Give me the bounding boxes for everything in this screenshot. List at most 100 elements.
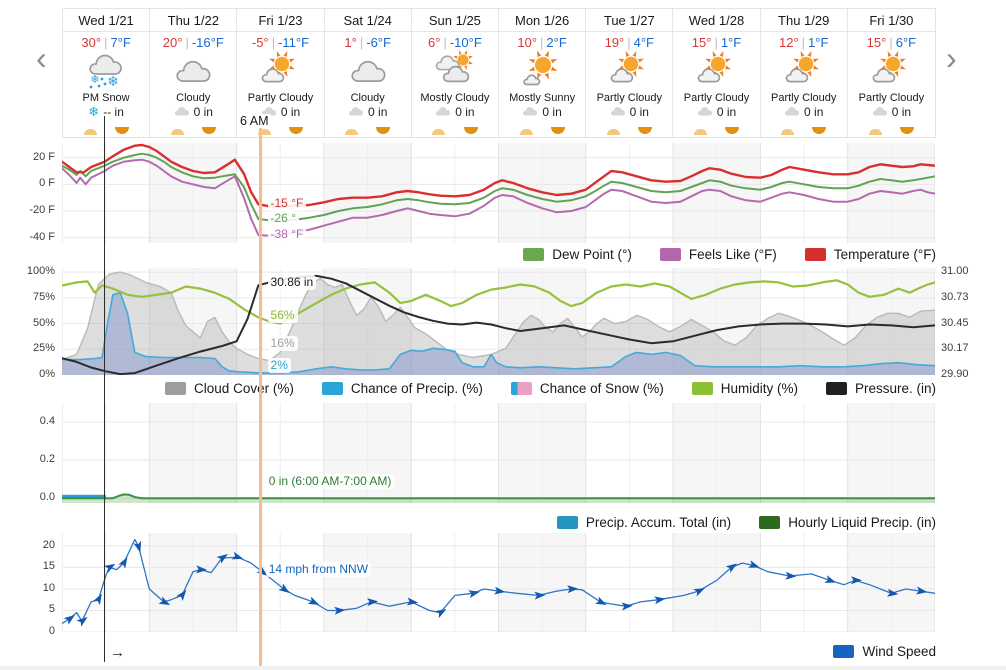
temp-separator: | bbox=[271, 35, 276, 50]
precip-icon bbox=[610, 105, 626, 119]
current-time-cursor bbox=[104, 116, 105, 662]
selected-time-cursor[interactable] bbox=[259, 114, 262, 670]
weather-icon: ❄ ❄ bbox=[63, 50, 149, 92]
day-column-fri-10[interactable]: Fri 1/30 15° | 6°F Partly Cloudy 0 in bbox=[847, 9, 935, 137]
cursor-value-label: -15 °F bbox=[267, 196, 307, 212]
y-axis-tick: 0 bbox=[48, 625, 55, 637]
high-temp: 19° bbox=[604, 35, 625, 50]
day-name: Wed 1/21 bbox=[63, 9, 150, 32]
temp-separator: | bbox=[540, 35, 544, 50]
legend-item: Temperature (°F) bbox=[804, 247, 936, 262]
legend-precip-accum: Precip. Accum. Total (in) Hourly Liquid P… bbox=[62, 515, 936, 530]
legend-label: Chance of Snow (%) bbox=[539, 381, 664, 396]
temp-separator: | bbox=[185, 35, 189, 50]
legend-item: Chance of Precip. (%) bbox=[321, 381, 483, 396]
condition-label: Partly Cloudy bbox=[596, 92, 662, 104]
cursor-value-label: 30.86 in bbox=[267, 275, 317, 291]
weather-icon bbox=[237, 50, 323, 92]
condition-label: PM Snow bbox=[82, 92, 130, 104]
condition-label: Partly Cloudy bbox=[247, 92, 314, 104]
chart-plot-precip-accum[interactable] bbox=[60, 403, 936, 508]
chart-plot-cloud-precip-pressure[interactable] bbox=[60, 268, 937, 380]
day-name: Wed 1/28 bbox=[673, 9, 760, 32]
y-axis-tick: 50% bbox=[32, 316, 55, 329]
cursor-value-label: 16% bbox=[267, 336, 298, 352]
weather-icon bbox=[325, 50, 411, 92]
low-temp: -11°F bbox=[278, 35, 310, 50]
partly-cloudy-icon bbox=[872, 51, 907, 83]
y-axis-tick: 0.4 bbox=[39, 415, 55, 428]
svg-text:❄: ❄ bbox=[90, 74, 99, 86]
precip-icon bbox=[261, 105, 277, 119]
precip-icon bbox=[872, 105, 888, 119]
pressure-axis-tick: 29.90 bbox=[941, 368, 969, 380]
legend-swatch bbox=[556, 516, 578, 529]
high-temp: 15° bbox=[866, 35, 887, 50]
y-axis-tick: 5 bbox=[48, 603, 55, 616]
day-name: Thu 1/29 bbox=[760, 9, 847, 32]
legend-wind: Wind Speed bbox=[62, 644, 936, 659]
day-column-mon-6[interactable]: Mon 1/26 10° | 2°F Mostly Sunny 0 in bbox=[498, 9, 587, 137]
low-temp: -6°F bbox=[366, 35, 391, 50]
sunset-icon bbox=[812, 127, 827, 134]
legend-item: Feels Like (°F) bbox=[659, 247, 777, 262]
day-name: Fri 1/23 bbox=[237, 9, 324, 32]
high-temp: -5° bbox=[251, 35, 269, 50]
day-name: Thu 1/22 bbox=[150, 9, 237, 32]
raindrop-cloud-icon bbox=[174, 107, 189, 116]
sunrise-icon bbox=[781, 129, 795, 135]
precip-icon: ❄ bbox=[88, 105, 99, 119]
day-column-sun-5[interactable]: Sun 1/25 6° | -10°F Mostly Cloudy 0 in bbox=[411, 9, 499, 137]
mostly-cloudy-icon bbox=[435, 50, 473, 83]
chart-plot-temperature[interactable] bbox=[60, 143, 937, 248]
sunset-icon bbox=[637, 127, 652, 134]
next-days-button[interactable]: › bbox=[946, 40, 957, 76]
weather-icon bbox=[412, 50, 498, 92]
day-column-sat-4[interactable]: Sat 1/24 1° | -6°F Cloudy 0 in bbox=[324, 9, 412, 137]
day-column-fri-3[interactable]: Fri 1/23 -5° | -11°F Partly Cloudy 0 in bbox=[237, 9, 325, 137]
day-column-thu-2[interactable]: Thu 1/22 20° | -16°F Cloudy 0 in bbox=[150, 9, 238, 137]
y-axis-tick: 100% bbox=[26, 265, 55, 278]
sunset-icon bbox=[201, 127, 216, 134]
raindrop-cloud-icon bbox=[872, 107, 887, 116]
sunset-icon bbox=[463, 127, 478, 134]
mostly-sunny-icon bbox=[523, 50, 558, 86]
legend-item: Pressure. (in) bbox=[825, 381, 936, 396]
pressure-axis-tick: 30.73 bbox=[941, 290, 969, 303]
sunrise-icon bbox=[606, 129, 620, 135]
chart-plot-wind[interactable] bbox=[61, 533, 936, 637]
low-temp: -10°F bbox=[449, 35, 482, 50]
legend-swatch bbox=[691, 382, 713, 395]
partly-cloudy-icon bbox=[785, 51, 819, 83]
precip-amount: 0 in bbox=[716, 105, 737, 119]
chart-wind: 20 15 10 5 0 14 mph from NNW bbox=[0, 533, 1006, 637]
legend-label: Wind Speed bbox=[862, 644, 936, 659]
precip-amount: 0 in bbox=[455, 105, 475, 119]
day-column-thu-9[interactable]: Thu 1/29 12° | 1°F Partly Cloudy 0 in bbox=[760, 9, 848, 137]
weather-icon bbox=[848, 50, 935, 92]
raindrop-cloud-icon bbox=[610, 107, 625, 116]
partly-cloudy-icon bbox=[610, 51, 645, 83]
legend-temperature: Dew Point (°) Feels Like (°F) Temperature … bbox=[62, 247, 936, 262]
sunrise-icon bbox=[170, 129, 184, 135]
legend-label: Dew Point (°) bbox=[552, 247, 632, 262]
cursor-value-label: 56% bbox=[267, 308, 298, 324]
prev-days-button[interactable]: ‹ bbox=[36, 40, 47, 76]
legend-label: Humidity (%) bbox=[720, 381, 798, 396]
day-column-wed-8[interactable]: Wed 1/28 15° | 1°F Partly Cloudy 0 in bbox=[673, 9, 761, 137]
pressure-axis-tick: 30.45 bbox=[941, 316, 969, 329]
day-name: Fri 1/30 bbox=[847, 9, 935, 32]
day-column-tue-7[interactable]: Tue 1/27 19° | 4°F Partly Cloudy 0 in bbox=[586, 9, 674, 137]
weather-icon bbox=[673, 50, 759, 92]
legend-label: Pressure. (in) bbox=[854, 381, 936, 396]
day-column-wed-1[interactable]: Wed 1/21 30° | 7°F ❄ ❄ PM Snow ❄ -- in bbox=[63, 9, 151, 137]
legend-label: Temperature (°F) bbox=[833, 247, 936, 262]
raindrop-cloud-icon bbox=[697, 107, 712, 116]
pressure-axis-tick: 30.17 bbox=[941, 342, 969, 355]
low-temp: -16°F bbox=[191, 35, 224, 50]
day-name: Sat 1/24 bbox=[324, 9, 411, 32]
temp-separator: | bbox=[627, 35, 631, 50]
horizontal-scrollbar[interactable] bbox=[0, 666, 1006, 670]
legend-swatch bbox=[825, 382, 847, 395]
high-temp: 30° bbox=[81, 35, 102, 50]
